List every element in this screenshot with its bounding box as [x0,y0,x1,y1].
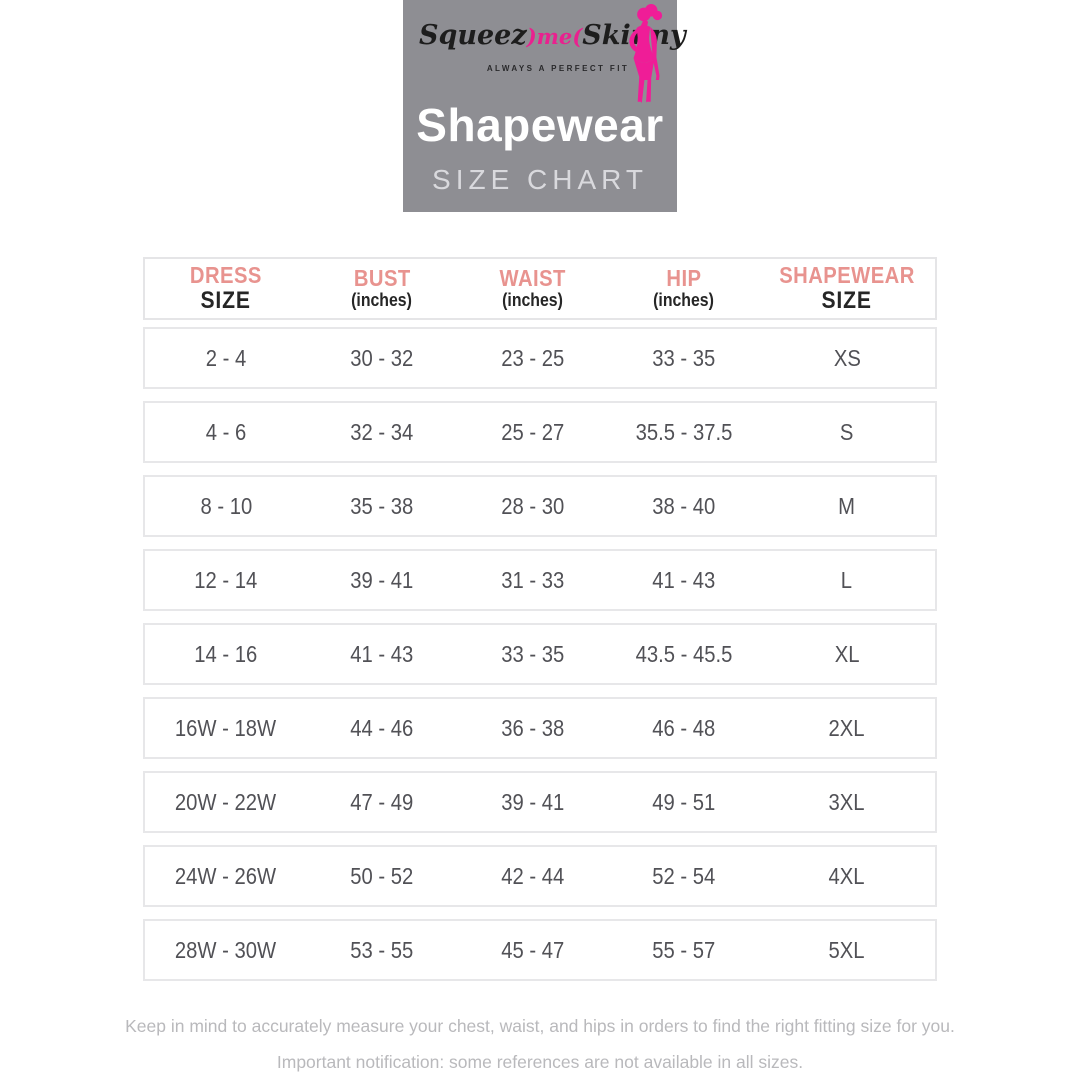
page-title: Shapewear [416,99,664,151]
size-cell: 20W - 22W [175,788,277,815]
column-header-bust: BUST (inches) [307,259,457,318]
size-cell: 4XL [828,862,865,889]
size-cell: 35 - 38 [350,492,414,519]
size-cell: 32 - 34 [350,418,414,445]
table-row: 20W - 22W 47 - 49 39 - 41 49 - 51 3XL [143,771,937,833]
column-label: SHAPEWEAR [779,262,915,289]
size-cell: 39 - 41 [501,788,565,815]
size-cell: 36 - 38 [501,714,565,741]
size-cell: XS [833,344,861,371]
column-label: BUST [353,265,411,292]
column-label: DRESS [189,262,262,289]
size-cell: 41 - 43 [350,640,414,667]
size-cell: 44 - 46 [350,714,414,741]
size-cell: 52 - 54 [652,862,716,889]
size-cell: 12 - 14 [194,566,258,593]
footer-notes: Keep in mind to accurately measure your … [0,1016,1080,1080]
size-cell: XL [834,640,860,667]
size-cell: 47 - 49 [350,788,414,815]
size-cell: 3XL [828,788,865,815]
size-cell: 50 - 52 [350,862,414,889]
size-cell: 39 - 41 [350,566,414,593]
table-row: 16W - 18W 44 - 46 36 - 38 46 - 48 2XL [143,697,937,759]
column-header-hip: HIP (inches) [609,259,759,318]
logo-text-me: )me( [526,24,583,49]
table-header-row: DRESS SIZE BUST (inches) WAIST (inches) … [143,257,937,320]
size-cell: 8 - 10 [200,492,252,519]
size-cell: 35.5 - 37.5 [635,418,733,445]
column-sublabel: (inches) [502,290,564,311]
size-cell: M [838,492,856,519]
column-label: WAIST [499,265,567,292]
brand-logo: Squeez)me(Skinny [419,20,686,51]
size-cell: 31 - 33 [501,566,565,593]
size-cell: 33 - 35 [501,640,565,667]
table-row: 2 - 4 30 - 32 23 - 25 33 - 35 XS [143,327,937,389]
column-sublabel: SIZE [200,286,252,314]
size-cell: 5XL [828,936,865,963]
table-row: 24W - 26W 50 - 52 42 - 44 52 - 54 4XL [143,845,937,907]
size-cell: 25 - 27 [501,418,565,445]
size-cell: 4 - 6 [205,418,247,445]
brand-tagline: ALWAYS A PERFECT FIT [486,64,630,73]
column-header-shapewear-size: SHAPEWEAR SIZE [759,259,935,318]
size-cell: 55 - 57 [652,936,716,963]
size-cell: 2 - 4 [205,344,247,371]
column-sublabel: (inches) [653,290,715,311]
size-cell: 28 - 30 [501,492,565,519]
logo-text-squeez: Squeez [419,20,527,51]
size-cell: 41 - 43 [652,566,716,593]
size-cell: 28W - 30W [175,936,277,963]
size-cell: 16W - 18W [175,714,277,741]
size-cell: 43.5 - 45.5 [635,640,733,667]
size-cell: 23 - 25 [501,344,565,371]
column-sublabel: SIZE [821,286,873,314]
column-header-waist: WAIST (inches) [457,259,609,318]
size-cell: S [840,418,854,445]
table-row: 8 - 10 35 - 38 28 - 30 38 - 40 M [143,475,937,537]
size-cell: 30 - 32 [350,344,414,371]
size-cell: 38 - 40 [652,492,716,519]
header-banner: Squeez)me(Skinny ALWAYS A PERFECT FIT Sh… [403,0,686,212]
size-cell: 24W - 26W [175,862,277,889]
table-body: 2 - 4 30 - 32 23 - 25 33 - 35 XS 4 - 6 32 - 34… [143,327,937,981]
size-cell: 33 - 35 [652,344,716,371]
table-row: 12 - 14 39 - 41 31 - 33 41 - 43 L [143,549,937,611]
footer-note-measure: Keep in mind to accurately measure your … [125,1016,955,1036]
woman-silhouette-icon [629,4,663,103]
size-cell: 14 - 16 [194,640,258,667]
size-table: DRESS SIZE BUST (inches) WAIST (inches) … [143,257,937,981]
column-label: HIP [666,265,702,292]
column-sublabel: (inches) [351,290,413,311]
footer-note-availability: Important notification: some references … [276,1052,804,1072]
size-cell: 49 - 51 [652,788,716,815]
size-cell: 2XL [828,714,865,741]
size-cell: 42 - 44 [501,862,565,889]
table-row: 4 - 6 32 - 34 25 - 27 35.5 - 37.5 S [143,401,937,463]
page-subtitle: SIZE CHART [432,164,648,195]
column-header-dress-size: DRESS SIZE [145,259,307,318]
table-row: 14 - 16 41 - 43 33 - 35 43.5 - 45.5 XL [143,623,937,685]
size-cell: 46 - 48 [652,714,716,741]
size-cell: L [841,566,853,593]
size-cell: 53 - 55 [350,936,414,963]
table-row: 28W - 30W 53 - 55 45 - 47 55 - 57 5XL [143,919,937,981]
size-cell: 45 - 47 [501,936,565,963]
